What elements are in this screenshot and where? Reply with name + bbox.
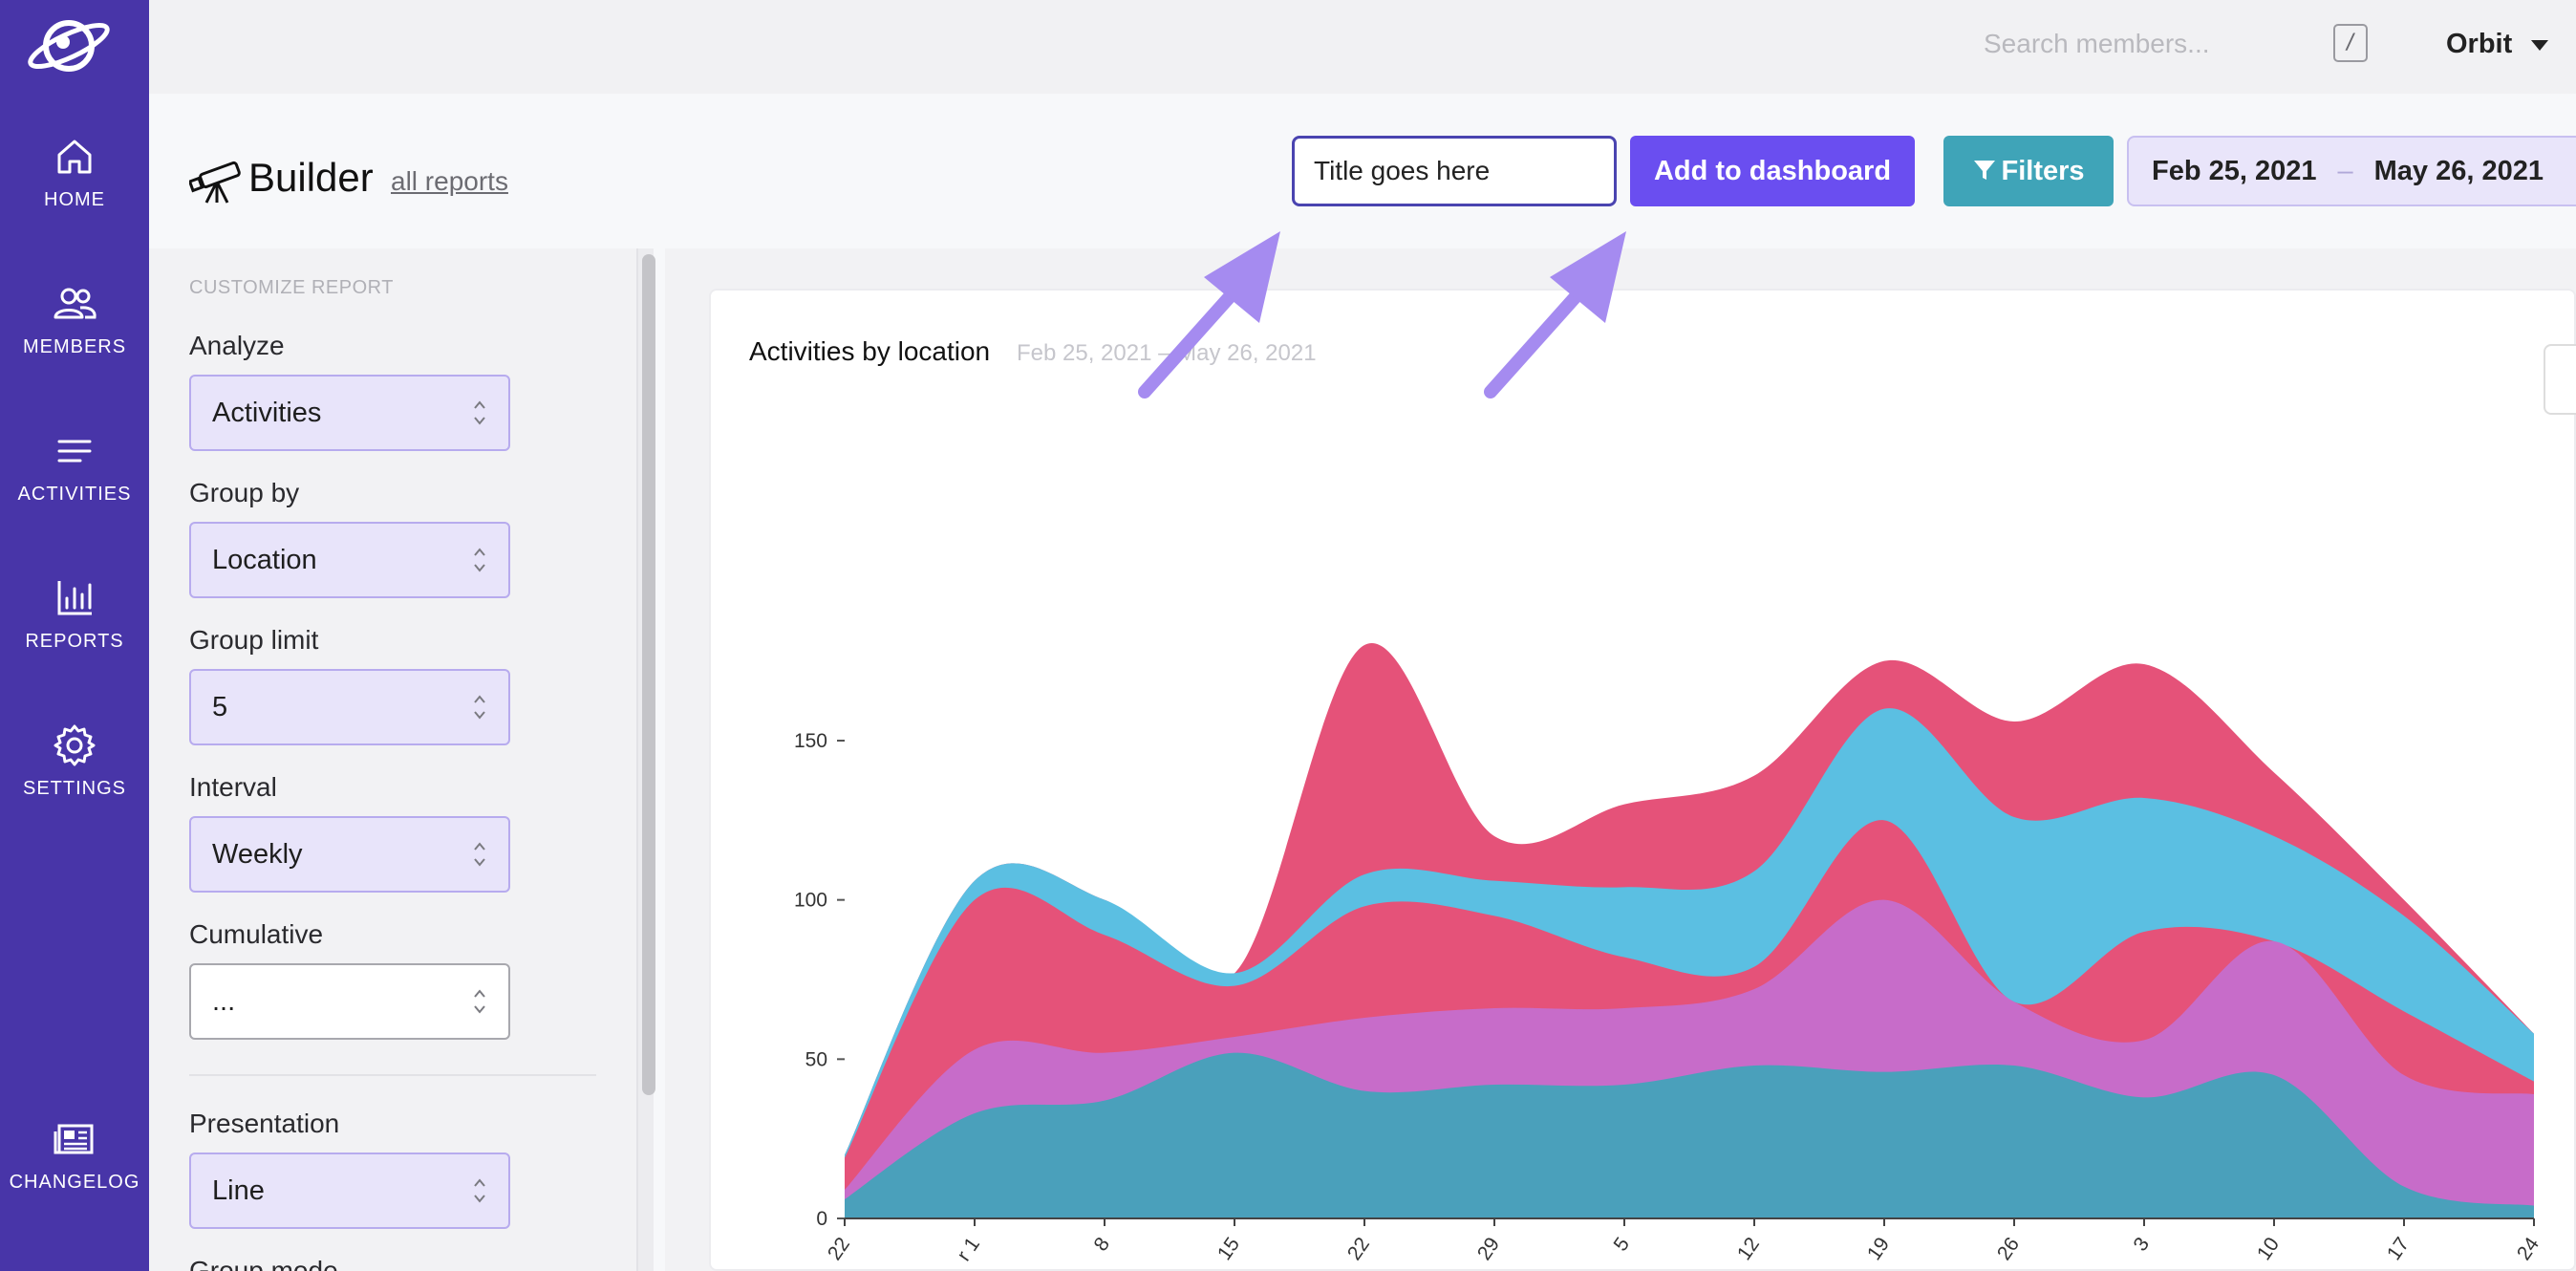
- activities-area-chart: 0 50 100 150 22 r 1 8 15 22 29 5 12 19 26 3 10 17 24: [794, 642, 2544, 1265]
- members-icon: [54, 288, 97, 319]
- x-tick-label-8: 19: [1863, 1234, 1894, 1264]
- panel-divider: [189, 1074, 596, 1076]
- newspaper-icon: [54, 1124, 94, 1154]
- analyze-label: Analyze: [189, 331, 285, 360]
- x-tick-label-0: 22: [824, 1234, 854, 1264]
- sidebar-item-label: MEMBERS: [22, 336, 127, 357]
- presentation-select[interactable]: Line: [189, 1153, 510, 1229]
- filters-button[interactable]: Filters: [1943, 136, 2114, 206]
- shortcut-key-badge: /: [2333, 24, 2368, 62]
- customize-report-panel: CUSTOMIZE REPORT Analyze Activities Grou…: [149, 248, 654, 1271]
- x-tick-label-11: 10: [2253, 1234, 2284, 1264]
- sort-arrows-icon: [474, 842, 485, 867]
- x-tick-label-7: 12: [1733, 1234, 1764, 1264]
- sidebar: HOME MEMBERS ACTIVITIES REPORTS SETTINGS…: [0, 0, 149, 1271]
- presentation-label: Presentation: [189, 1109, 340, 1138]
- sidebar-item-label: CHANGELOG: [9, 1172, 140, 1193]
- date-separator: –: [2337, 156, 2353, 186]
- org-switcher[interactable]: Orbit: [2446, 0, 2549, 88]
- sidebar-item-home[interactable]: HOME: [0, 134, 149, 258]
- group-by-value: Location: [212, 545, 317, 575]
- add-to-dashboard-button[interactable]: Add to dashboard: [1630, 136, 1915, 206]
- sidebar-item-label: SETTINGS: [22, 778, 126, 799]
- top-bar: Search members... / Orbit: [149, 0, 2576, 94]
- group-limit-label: Group limit: [189, 625, 319, 655]
- x-tick-label-9: 26: [1993, 1234, 2024, 1264]
- y-tick-label-1: 50: [805, 1048, 827, 1070]
- reports-icon: [57, 581, 92, 615]
- chart-options-tab[interactable]: [2544, 344, 2576, 415]
- group-by-select[interactable]: Location: [189, 522, 510, 598]
- analyze-value: Activities: [212, 398, 322, 428]
- report-title-input[interactable]: [1292, 136, 1617, 206]
- chart-subtitle: Feb 25, 2021 – May 26, 2021: [1017, 340, 1317, 366]
- sidebar-item-label: ACTIVITIES: [17, 484, 132, 505]
- search-input[interactable]: Search members...: [1984, 29, 2210, 58]
- sidebar-item-changelog[interactable]: CHANGELOG: [0, 1116, 149, 1240]
- sort-arrows-icon: [474, 989, 485, 1014]
- gear-icon: [54, 724, 96, 766]
- filters-label: Filters: [2001, 156, 2085, 186]
- presentation-value: Line: [212, 1175, 265, 1206]
- x-tick-label-3: 15: [1213, 1234, 1244, 1264]
- sort-arrows-icon: [474, 695, 485, 720]
- panel-scrollbar-thumb[interactable]: [642, 254, 655, 1095]
- sort-arrows-icon: [474, 548, 485, 572]
- sidebar-item-label: HOME: [44, 189, 105, 210]
- x-tick-label-10: 3: [2130, 1234, 2155, 1256]
- sidebar-item-activities[interactable]: ACTIVITIES: [0, 428, 149, 552]
- all-reports-link[interactable]: all reports: [391, 166, 508, 196]
- report-header: Builder all reports Add to dashboard Fil…: [149, 94, 2576, 248]
- cumulative-label: Cumulative: [189, 919, 324, 949]
- x-tick-label-12: 17: [2383, 1234, 2414, 1264]
- y-tick-label-2: 100: [794, 890, 827, 912]
- x-tick-label-2: 8: [1090, 1234, 1115, 1256]
- date-range-picker[interactable]: Feb 25, 2021– May 26, 2021: [2127, 136, 2576, 206]
- x-tick-label-1: r 1: [953, 1234, 984, 1265]
- x-tick-label-6: 5: [1610, 1234, 1635, 1256]
- orbit-logo-icon[interactable]: [25, 11, 113, 76]
- cumulative-value: ...: [212, 986, 236, 1017]
- date-end: May 26, 2021: [2373, 156, 2544, 186]
- group-limit-select[interactable]: 5: [189, 669, 510, 745]
- org-name: Orbit: [2446, 29, 2513, 59]
- interval-label: Interval: [189, 772, 277, 802]
- y-tick-label-3: 150: [794, 730, 827, 752]
- page-title: Builder: [248, 155, 374, 200]
- x-tick-label-4: 22: [1343, 1234, 1374, 1264]
- sidebar-item-settings[interactable]: SETTINGS: [0, 722, 149, 847]
- sort-arrows-icon: [474, 400, 485, 425]
- interval-value: Weekly: [212, 839, 303, 870]
- activities-icon: [57, 440, 92, 463]
- panel-heading: CUSTOMIZE REPORT: [189, 277, 394, 298]
- sidebar-item-label: REPORTS: [25, 631, 124, 652]
- cumulative-select[interactable]: ...: [189, 963, 510, 1040]
- chevron-down-icon: [2531, 39, 2549, 51]
- home-icon: [57, 140, 92, 174]
- chart-title: Activities by location: [749, 336, 991, 366]
- group-mode-label: Group mode: [189, 1256, 338, 1271]
- area-series-1: [845, 1052, 2534, 1218]
- x-tick-label-13: 24: [2513, 1233, 2544, 1264]
- group-limit-value: 5: [212, 692, 228, 722]
- analyze-select[interactable]: Activities: [189, 375, 510, 451]
- x-tick-label-5: 29: [1473, 1234, 1504, 1264]
- interval-select[interactable]: Weekly: [189, 816, 510, 893]
- group-by-label: Group by: [189, 478, 300, 507]
- telescope-icon: [189, 161, 241, 204]
- sidebar-item-members[interactable]: MEMBERS: [0, 281, 149, 405]
- sidebar-item-reports[interactable]: REPORTS: [0, 575, 149, 700]
- sort-arrows-icon: [474, 1178, 485, 1203]
- date-start: Feb 25, 2021: [2152, 156, 2317, 186]
- funnel-icon: [1974, 161, 1996, 180]
- y-tick-label-0: 0: [816, 1208, 827, 1230]
